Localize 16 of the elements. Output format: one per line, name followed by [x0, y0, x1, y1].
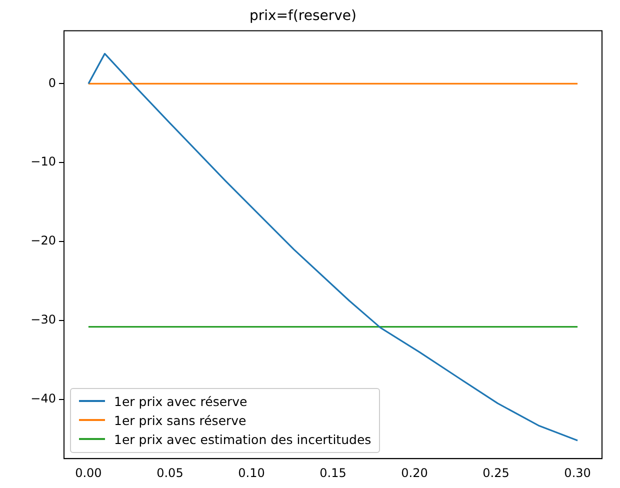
x-tick-label: 0.15 [320, 466, 346, 480]
x-tick-label: 0.00 [75, 466, 102, 480]
legend-label: 1er prix avec réserve [114, 394, 248, 409]
x-tick-label: 0.20 [401, 466, 428, 480]
legend-label: 1er prix sans réserve [114, 412, 246, 428]
y-tick-label: −10 [30, 154, 56, 169]
x-tick-label: 0.30 [564, 466, 591, 480]
x-tick-label: 0.25 [482, 466, 510, 480]
y-tick-label: −30 [30, 312, 56, 327]
legend-label: 1er prix avec estimation des incertitudes [114, 432, 372, 447]
y-tick-label: −20 [30, 234, 56, 248]
x-tick-label: 0.05 [156, 466, 184, 480]
chart-title: prix=f(reserve) [249, 8, 357, 24]
y-tick-label: 0 [48, 76, 56, 90]
x-tick-label: 0.10 [238, 466, 265, 480]
y-tick-label: −40 [30, 392, 56, 406]
